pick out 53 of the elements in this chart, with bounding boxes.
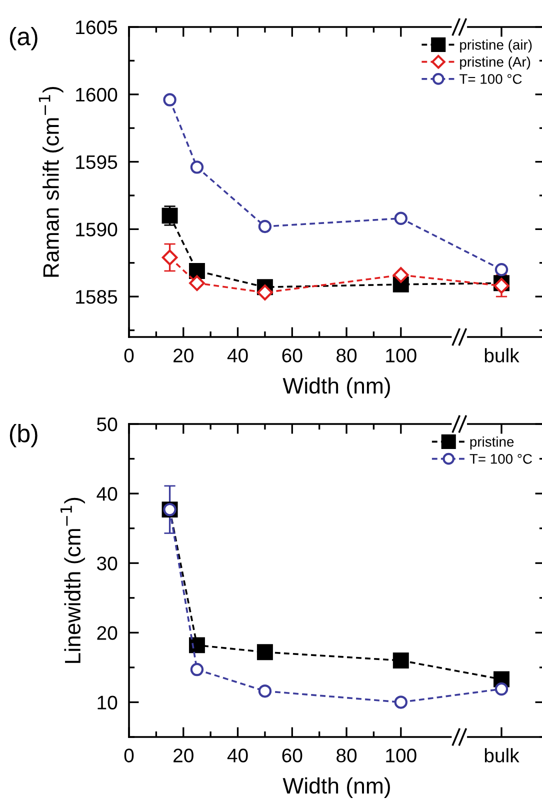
point (190, 662, 204, 676)
x-tick-label: 60 (282, 748, 302, 762)
point (392, 267, 409, 283)
point (258, 220, 272, 234)
point (392, 652, 409, 668)
x-tick-label: bulk (484, 748, 520, 762)
x-tick-label: bulk (484, 348, 520, 362)
y-axis-title: Raman shift (cm$^{−1}$) (38, 87, 64, 277)
point (188, 262, 205, 279)
y-tick-label: 30 (97, 556, 118, 570)
point (257, 284, 273, 300)
x-tick-label: 80 (336, 748, 357, 762)
point (494, 682, 508, 696)
legend-label: T= 100 °C (460, 74, 522, 84)
y-tick-label: 1595 (76, 155, 118, 170)
x-tick-label: 0 (124, 748, 134, 762)
point (494, 263, 508, 276)
legend-label: T= 100 °C (470, 454, 532, 464)
legend-label: pristine (470, 436, 514, 450)
x-tick-label: 40 (227, 748, 248, 762)
point (162, 250, 178, 266)
point (162, 208, 178, 224)
y-tick-label: 1585 (76, 290, 118, 304)
x-tick-label: 100 (386, 748, 416, 762)
point (256, 644, 273, 660)
x-axis-title: Width (nm) (282, 777, 390, 798)
x-tick-label: 40 (227, 348, 248, 362)
y-tick-label: 40 (96, 487, 118, 501)
x-tick-label: 20 (174, 348, 194, 362)
y-tick-label: 10 (98, 696, 118, 710)
legend-label: pristine (Ar) (460, 56, 530, 70)
point (189, 275, 205, 292)
y-tick-label: 20 (97, 626, 118, 640)
point (163, 93, 176, 106)
x-axis-title: Width (nm) (282, 377, 390, 398)
y-axis-title: Linewidth (cm$^{−1}$) (60, 498, 85, 663)
y-tick-label: 50 (97, 417, 118, 432)
text: (b) (10, 424, 38, 448)
legend-label: pristine (air) (460, 40, 532, 52)
x-tick-label: 100 (386, 348, 416, 362)
y-tick-label: 1590 (76, 222, 118, 236)
point (394, 212, 408, 225)
point (188, 637, 205, 654)
y-tick-label: 1605 (76, 20, 118, 34)
x-tick-label: 80 (336, 348, 357, 362)
point (394, 696, 408, 709)
x-tick-label: 20 (174, 748, 194, 762)
text: (a) (10, 27, 38, 50)
x-tick-label: 60 (282, 348, 302, 362)
y-tick-label: 1600 (76, 88, 118, 102)
x-tick-label: 0 (124, 348, 134, 362)
point (258, 684, 272, 698)
point (190, 160, 204, 174)
